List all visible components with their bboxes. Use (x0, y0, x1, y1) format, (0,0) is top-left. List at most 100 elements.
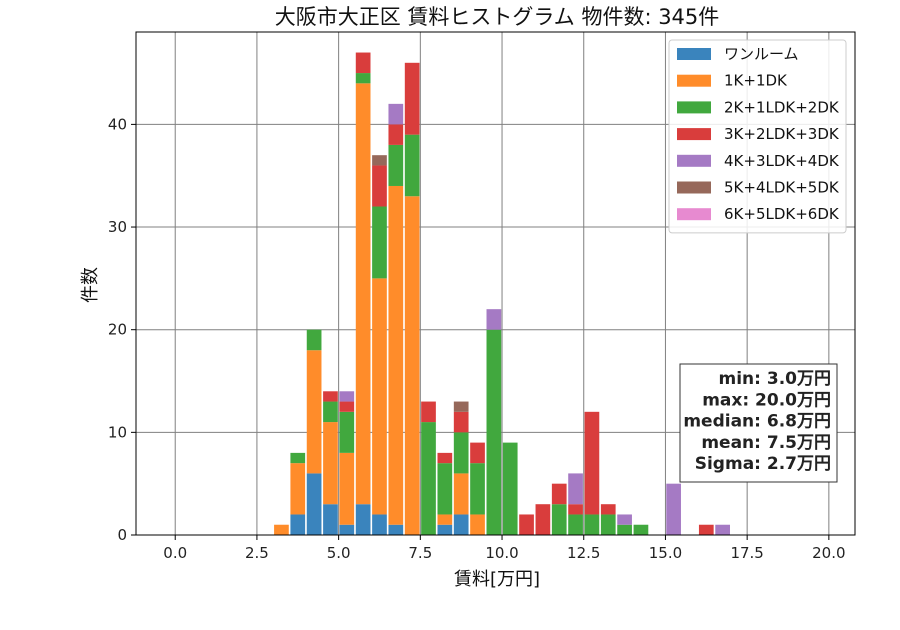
bar-segment (323, 391, 338, 402)
legend-label: 1K+1DK (724, 72, 788, 90)
bar-segment (600, 514, 616, 535)
legend-label: 4K+3LDK+4DK (724, 152, 840, 170)
chart-title: 大阪市大正区 賃料ヒストグラム 物件数: 345件 (275, 5, 720, 29)
bar-segment (404, 196, 420, 535)
bar-segment (437, 463, 453, 515)
y-tick-label: 30 (108, 218, 127, 236)
bar-segment (502, 442, 518, 535)
x-tick-label: 17.5 (730, 544, 763, 562)
x-tick-label: 5.0 (327, 544, 351, 562)
bar-segment (666, 483, 681, 535)
bar-segment (486, 329, 502, 535)
legend-swatch (677, 101, 711, 114)
x-tick-label: 12.5 (567, 544, 600, 562)
x-axis-label: 賃料[万円] (454, 569, 540, 590)
bar-segment (617, 514, 632, 525)
bar-segment (339, 524, 355, 535)
bar-segment (372, 206, 387, 279)
legend-label: ワンルーム (724, 45, 799, 63)
bar-segment (274, 524, 289, 535)
x-tick-label: 0.0 (163, 544, 187, 562)
x-axis: 0.0 2.5 5.0 7.5 10.0 12.5 15.0 17.5 20.0 (163, 535, 846, 562)
legend-swatch (677, 128, 711, 141)
bar-segment (698, 524, 714, 535)
x-tick-label: 2.5 (245, 544, 269, 562)
bar-segment (437, 514, 453, 525)
bar-segment (388, 124, 404, 145)
bar-segment (388, 524, 404, 535)
stats-line: median: 6.8万円 (683, 412, 831, 432)
bar-segment (323, 504, 338, 535)
bar-segment (551, 483, 567, 505)
bar-segment (584, 514, 600, 535)
bar-segment (453, 473, 469, 515)
bar-segment (421, 422, 436, 535)
bar-segment (388, 144, 404, 186)
bar-segment (372, 165, 387, 207)
bar-segment (404, 134, 420, 197)
bar-segment (437, 524, 453, 535)
y-axis-label: 件数 (80, 267, 101, 303)
stats-frame (679, 363, 838, 483)
bar-segment (290, 514, 306, 535)
legend-swatch (677, 48, 711, 60)
bars (274, 52, 730, 535)
bar-segment (339, 411, 355, 453)
bar-segment (470, 514, 485, 535)
bar-segment (306, 473, 322, 535)
stats-line: min: 3.0万円 (719, 369, 831, 389)
bar-segment (453, 514, 469, 535)
stats-line: Sigma: 2.7万円 (695, 454, 831, 474)
legend-label: 6K+5LDK+6DK (724, 205, 840, 223)
bar-segment (355, 83, 371, 505)
x-tick-label: 20.0 (812, 544, 845, 562)
legend-label: 5K+4LDK+5DK (724, 179, 840, 197)
bar-segment (372, 514, 387, 535)
bar-segment (453, 432, 469, 474)
bar-segment (633, 524, 649, 535)
bar-segment (600, 504, 616, 515)
legend-swatch (677, 74, 711, 87)
legend-swatch (677, 181, 711, 194)
x-tick-label: 7.5 (408, 544, 432, 562)
bar-segment (551, 504, 567, 535)
bar-segment (404, 62, 420, 135)
bar-segment (453, 411, 469, 433)
legend-swatch (677, 208, 711, 221)
x-tick-label: 10.0 (485, 544, 518, 562)
bar-segment (339, 401, 355, 412)
y-tick-label: 20 (108, 321, 127, 339)
bar-segment (584, 411, 600, 515)
bar-segment (306, 350, 322, 474)
bar-segment (355, 504, 371, 535)
bar-segment (388, 103, 404, 125)
plot-frame (135, 31, 856, 536)
legend-label: 3K+2LDK+3DK (724, 125, 840, 143)
legend-swatch (677, 154, 711, 167)
bar-segment (486, 309, 502, 330)
stats-line: mean: 7.5万円 (701, 433, 831, 453)
y-tick-label: 10 (108, 423, 127, 441)
bar-segment (372, 155, 387, 166)
bar-segment (421, 401, 436, 423)
legend-box (668, 39, 847, 234)
bar-segment (453, 401, 469, 412)
bar-segment (306, 329, 322, 351)
y-axis: 0 10 20 30 40 (108, 115, 136, 544)
bar-segment (372, 278, 387, 515)
bar-segment (568, 504, 583, 515)
bar-segment (355, 73, 371, 84)
bar-segment (568, 514, 583, 535)
x-tick-label: 15.0 (649, 544, 682, 562)
bar-segment (290, 463, 306, 515)
bar-segment (323, 422, 338, 505)
bar-segment (617, 524, 632, 535)
bar-segment (388, 185, 404, 525)
bar-segment (290, 452, 306, 464)
bar-segment (437, 452, 453, 464)
bar-segment (470, 442, 485, 464)
legend-label: 2K+1LDK+2DK (724, 98, 840, 116)
bar-segment (568, 473, 583, 505)
